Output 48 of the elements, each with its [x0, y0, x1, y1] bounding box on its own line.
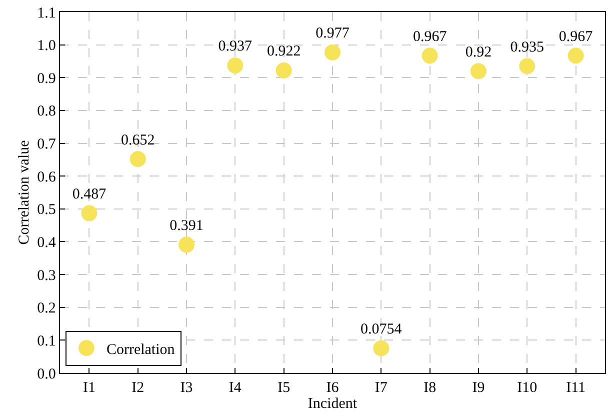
y-tick-label: 1.0 [37, 38, 56, 54]
data-label: 0.977 [316, 26, 350, 42]
y-axis-title: Correlation value [16, 140, 32, 245]
x-tick-label: I1 [82, 380, 96, 396]
y-tick-label: 0.0 [37, 366, 56, 382]
x-tick-label: I7 [374, 380, 388, 396]
x-tick-label: I11 [566, 380, 586, 396]
data-label: 0.967 [558, 28, 594, 45]
y-tick-label: 0.6 [37, 169, 56, 186]
x-tick-label: I8 [424, 380, 436, 396]
y-tick-label: 0.4 [37, 234, 56, 251]
data-label: 0.92 [465, 44, 492, 60]
y-tick-label: 0.9 [37, 70, 56, 87]
x-axis-title: Incident [308, 396, 358, 412]
x-tick-label: I10 [517, 380, 538, 396]
y-tick-label: 0.3 [37, 268, 56, 284]
point [130, 151, 146, 168]
data-label: 0.935 [510, 39, 544, 56]
point [373, 340, 390, 356]
y-tick-label: 0.2 [37, 300, 56, 317]
y-tick-label: 0.5 [37, 202, 56, 218]
point [422, 48, 438, 64]
data-label: 0.0754 [360, 322, 402, 338]
x-tick-label: I6 [326, 380, 340, 396]
x-tick-label: I4 [228, 380, 242, 396]
point [324, 44, 340, 60]
y-tick-label: 1.1 [37, 5, 56, 22]
data-label: 0.391 [170, 218, 204, 234]
data-label: 0.487 [72, 186, 107, 202]
y-tick-label: 0.7 [37, 136, 56, 153]
x-tick-label: I9 [472, 380, 485, 396]
point [227, 57, 244, 74]
point [276, 62, 292, 78]
data-label: 0.922 [266, 44, 301, 60]
y-tick-label: 0.1 [37, 333, 56, 350]
point [470, 63, 486, 80]
legend-label: Correlation [106, 342, 176, 358]
point [568, 48, 584, 64]
x-tick-label: I3 [180, 380, 193, 396]
x-tick-label: I2 [132, 380, 144, 396]
data-label: 0.937 [218, 38, 253, 55]
data-label: 0.652 [120, 132, 155, 148]
data-label: 0.967 [412, 28, 448, 45]
point [519, 58, 536, 74]
point [81, 205, 98, 222]
x-tick-label: I5 [278, 380, 290, 396]
point [178, 236, 195, 253]
y-tick-label: 0.8 [37, 104, 56, 120]
